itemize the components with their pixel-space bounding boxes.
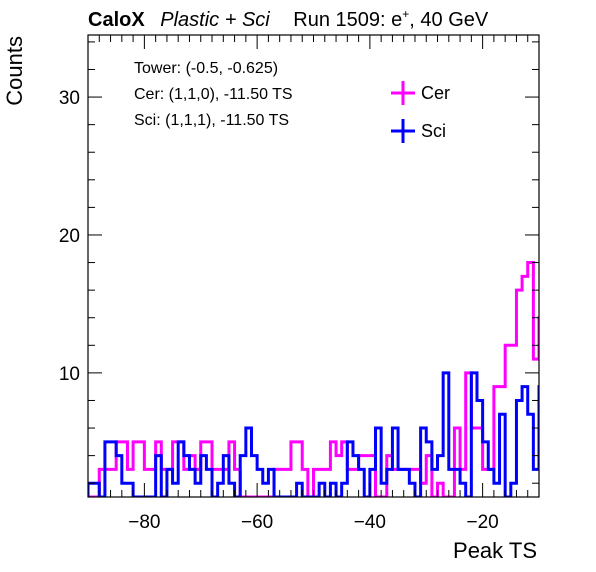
legend: Cer Sci: [391, 81, 450, 143]
series-line-cer: [88, 261, 539, 497]
legend-label-sci: Sci: [421, 121, 446, 141]
x-tick-label: −20: [467, 512, 499, 533]
x-tick-label: −40: [354, 512, 386, 533]
run-sup: +: [402, 7, 409, 21]
y-axis-title: Counts: [2, 36, 27, 106]
legend-label-cer: Cer: [421, 83, 450, 103]
brand-label: CaloX: [88, 9, 145, 31]
x-tick-label: −80: [128, 512, 160, 533]
run-label: Run 1509: e: [293, 9, 402, 31]
annotation-sci: Sci: (1,1,1), -11.50 TS: [134, 112, 289, 129]
plot-area: −80 −60 −40 −20 10 20 30: [59, 34, 540, 533]
run-suffix: , 40 GeV: [409, 9, 489, 31]
series-line-sci: [88, 371, 539, 497]
subtitle-label: Plastic + Sci: [160, 9, 270, 31]
annotation-cer: Cer: (1,1,0), -11.50 TS: [134, 86, 293, 103]
x-tick-label: −60: [241, 512, 273, 533]
y-tick-label: 30: [59, 88, 80, 109]
annotation-tower: Tower: (-0.5, -0.625): [134, 60, 278, 77]
histogram-series-group: [88, 261, 539, 497]
x-axis-title: Peak TS: [453, 538, 537, 563]
y-tick-label: 10: [59, 364, 80, 385]
y-tick-label: 20: [59, 226, 80, 247]
chart-header: CaloX Plastic + Sci Run 1509: e+, 40 GeV: [88, 7, 489, 31]
